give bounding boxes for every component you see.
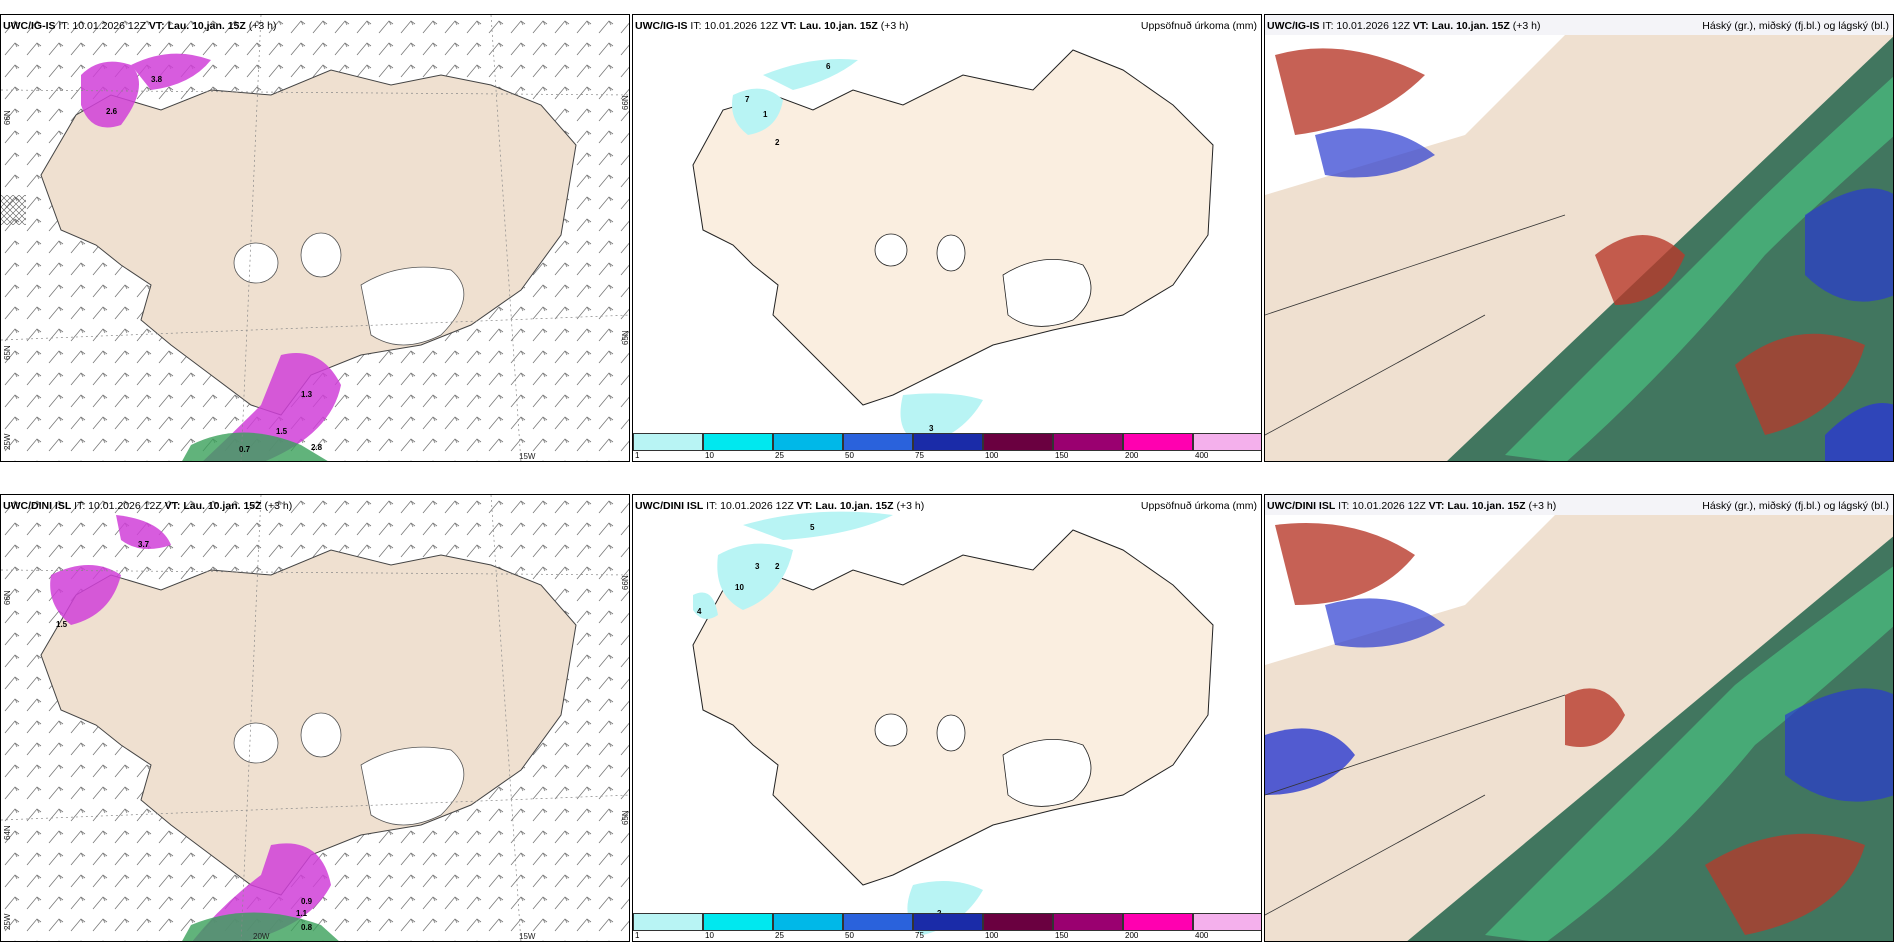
precip-map [692, 49, 1214, 445]
panel-title: UWC/DINI ISL IT: 10.01.2026 12Z VT: Lau.… [1267, 500, 1557, 512]
wind-value-label: 0.9 [301, 897, 313, 906]
colorbar-tick-label: 400 [1195, 931, 1209, 940]
panel-title: UWC/DINI ISL IT: 10.01.2026 12Z VT: Lau.… [635, 500, 925, 512]
colorbar-tick-label: 200 [1125, 931, 1139, 940]
colorbar-cell [1053, 913, 1123, 931]
lat-label: 65N [3, 345, 12, 360]
lat-label: 66N [621, 575, 630, 590]
cloud-map [1265, 495, 1893, 941]
wind-value-label: 3.7 [138, 540, 150, 549]
precip-value-label: 6 [826, 62, 831, 71]
wind-barb-map [1, 495, 629, 941]
precip-colorbar-ticks: 1 10 25 50 75 100 150 200 400 [633, 931, 1261, 941]
colorbar-cell [1123, 433, 1193, 451]
panel-title: UWC/IG-IS IT: 10.01.2026 12Z VT: Lau. 10… [3, 20, 277, 32]
panel-subtitle: Uppsöfnuð úrkoma (mm) [1140, 500, 1257, 512]
colorbar-cell [1193, 433, 1261, 451]
panel-title: UWC/IG-IS IT: 10.01.2026 12Z VT: Lau. 10… [635, 20, 909, 32]
colorbar-cell [773, 913, 843, 931]
precip-value-label: 7 [745, 95, 750, 104]
wind-value-label: 1.1 [296, 909, 308, 918]
wind-value-label: 1.3 [301, 390, 313, 399]
colorbar-cell [1123, 913, 1193, 931]
colorbar-tick-label: 150 [1055, 931, 1069, 940]
wind-value-label: 0.7 [239, 445, 251, 454]
panel-subtitle: Uppsöfnuð úrkoma (mm) [1140, 20, 1257, 32]
wind-value-label: 3.8 [151, 75, 163, 84]
colorbar-cell [773, 433, 843, 451]
colorbar-cell [913, 913, 983, 931]
colorbar-tick-label: 10 [705, 451, 714, 460]
cloud-map-panel-bottom: UWC/DINI ISL IT: 10.01.2026 12Z VT: Lau.… [1264, 494, 1894, 942]
precip-map-panel-top: UWC/IG-IS IT: 10.01.2026 12Z VT: Lau. 10… [632, 14, 1262, 462]
colorbar-tick-label: 1 [635, 451, 640, 460]
lat-label: 66N [3, 590, 12, 605]
precip-colorbar-ticks: 1 10 25 50 75 100 150 200 400 [633, 451, 1261, 461]
colorbar-cell [633, 433, 703, 451]
precip-value-label: 1 [763, 110, 768, 119]
colorbar-cell [1193, 913, 1261, 931]
colorbar-tick-label: 25 [775, 931, 784, 940]
wind-value-label: 1.5 [276, 427, 288, 436]
colorbar-cell [1053, 433, 1123, 451]
panel-title: UWC/DINI ISL IT: 10.01.2026 12Z VT: Lau.… [3, 500, 293, 512]
cloud-map [1265, 15, 1893, 461]
cloud-map-panel-top: UWC/IG-IS IT: 10.01.2026 12Z VT: Lau. 10… [1264, 14, 1894, 462]
precip-value-label: 2 [775, 562, 780, 571]
wind-value-label: 1.5 [56, 620, 68, 629]
wind-value-label: 2.8 [311, 443, 323, 452]
wind-barb-map [1, 15, 629, 461]
lat-label: 65N [621, 810, 630, 825]
lat-label: 65N [621, 330, 630, 345]
precip-value-label: 5 [810, 523, 815, 532]
precip-value-label: 10 [735, 583, 744, 592]
precip-map [692, 511, 1214, 935]
precip-map-panel-bottom: UWC/DINI ISL IT: 10.01.2026 12Z VT: Lau.… [632, 494, 1262, 942]
colorbar-tick-label: 75 [915, 451, 924, 460]
colorbar-cell [703, 433, 773, 451]
lon-label: 15W [519, 932, 536, 941]
colorbar-tick-label: 400 [1195, 451, 1209, 460]
lat-label: 66N [3, 110, 12, 125]
colorbar-cell [843, 913, 913, 931]
colorbar-cell [913, 433, 983, 451]
lon-label: 25W [3, 433, 12, 450]
colorbar-tick-label: 200 [1125, 451, 1139, 460]
wind-value-label: 2.6 [106, 107, 118, 116]
precip-colorbar [633, 913, 1261, 931]
lat-label: 64N [3, 825, 12, 840]
precip-value-label: 3 [929, 424, 934, 433]
precip-colorbar [633, 433, 1261, 451]
colorbar-tick-label: 75 [915, 931, 924, 940]
colorbar-cell [843, 433, 913, 451]
colorbar-tick-label: 10 [705, 931, 714, 940]
colorbar-cell [983, 433, 1053, 451]
panel-title: UWC/IG-IS IT: 10.01.2026 12Z VT: Lau. 10… [1267, 20, 1541, 32]
lon-label: 15W [519, 452, 536, 461]
colorbar-tick-label: 100 [985, 451, 999, 460]
lat-label: 66N [621, 95, 630, 110]
wind-map-panel-top: UWC/IG-IS IT: 10.01.2026 12Z VT: Lau. 10… [0, 14, 630, 462]
panel-subtitle: Háský (gr.), miðský (fj.bl.) og lágský (… [1702, 20, 1889, 32]
colorbar-tick-label: 50 [845, 931, 854, 940]
colorbar-tick-label: 150 [1055, 451, 1069, 460]
colorbar-tick-label: 50 [845, 451, 854, 460]
colorbar-cell [983, 913, 1053, 931]
lon-label: 20W [253, 932, 270, 941]
wind-map-panel-bottom: UWC/DINI ISL IT: 10.01.2026 12Z VT: Lau.… [0, 494, 630, 942]
colorbar-cell [703, 913, 773, 931]
precip-value-label: 3 [755, 562, 760, 571]
lon-label: 25W [3, 913, 12, 930]
wind-value-label: 0.8 [301, 923, 313, 932]
colorbar-cell [633, 913, 703, 931]
colorbar-tick-label: 100 [985, 931, 999, 940]
precip-value-label: 4 [697, 607, 702, 616]
panel-subtitle: Háský (gr.), miðský (fj.bl.) og lágský (… [1702, 500, 1889, 512]
colorbar-tick-label: 1 [635, 931, 640, 940]
precip-value-label: 2 [775, 138, 780, 147]
colorbar-tick-label: 25 [775, 451, 784, 460]
